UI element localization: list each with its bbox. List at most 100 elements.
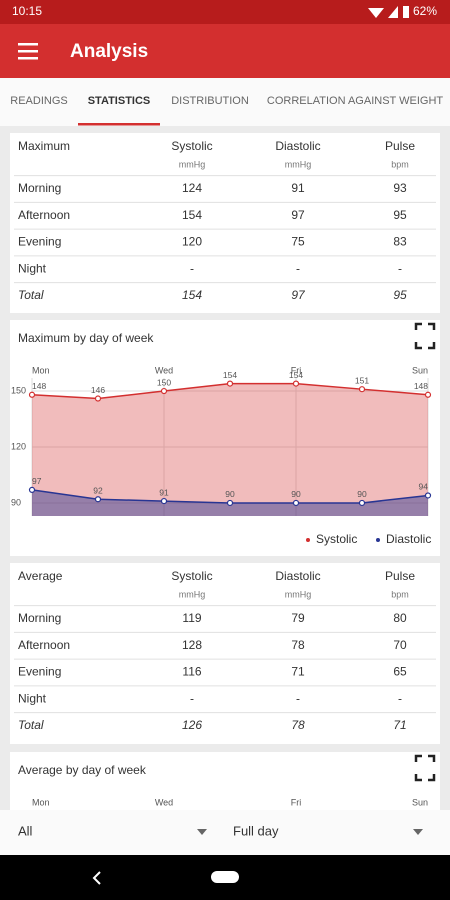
x-tick-label: Wed [155,797,173,807]
chart-title: Maximum by day of week [18,331,154,345]
legend-marker [306,538,310,542]
app-title: Analysis [70,41,148,62]
column-header: Systolic [171,139,212,153]
data-label: 154 [289,370,303,380]
column-header: Diastolic [275,569,320,583]
table-cell: 70 [393,638,407,652]
data-point [28,391,36,398]
dropdown-arrow[interactable] [197,829,207,835]
data-point [424,391,432,398]
column-unit: bpm [391,589,409,599]
tab[interactable]: DISTRIBUTION [171,95,249,107]
table-cell: 65 [393,665,407,679]
row-label: Afternoon [18,638,70,652]
column-header: Pulse [385,569,415,583]
row-label: Afternoon [18,208,70,222]
data-label: 146 [91,385,105,395]
data-point [358,499,366,507]
menu-line [18,50,38,53]
app-bar [0,24,450,78]
table-cell: 128 [182,638,202,652]
row-label: Night [18,691,47,705]
menu-icon[interactable] [18,43,38,60]
column-unit: mmHg [285,589,312,599]
table-cell: 71 [393,718,406,732]
filter-value[interactable]: All [18,823,33,838]
back-button[interactable] [92,871,101,885]
y-tick-label: 150 [11,385,26,395]
row-label: Morning [18,181,61,195]
legend-label: Diastolic [386,532,431,546]
data-label: 91 [159,487,169,497]
table-cell: 116 [182,665,201,679]
column-header: Average [18,569,63,583]
table-cell: 124 [182,181,202,195]
dropdown-arrow[interactable] [413,829,423,835]
data-label: 90 [291,489,301,499]
x-tick-label: Fri [291,797,302,807]
table-cell: 78 [291,638,305,652]
table-cell: 80 [393,611,407,625]
table-cell: 154 [182,208,202,222]
battery-icon [403,6,409,18]
y-tick-label: 120 [11,441,26,451]
status-time: 10:15 [12,4,42,18]
table-cell: 154 [182,288,202,302]
row-label: Night [18,261,47,275]
x-tick-label: Sun [412,365,428,375]
x-tick-label: Fri [291,365,302,375]
data-label: 154 [223,370,237,380]
x-tick-label: Sun [412,797,428,807]
table-cell: - [296,261,300,275]
tab[interactable]: CORRELATION AGAINST WEIGHT [267,95,444,107]
table-cell: 83 [393,235,407,249]
fullscreen-icon[interactable] [414,754,436,782]
data-label: 151 [355,375,369,385]
data-label: 150 [157,377,171,387]
menu-line [18,43,38,46]
data-point [292,380,300,387]
column-unit: mmHg [285,159,312,169]
status-battery: 62% [413,4,437,18]
content: Maximum Systolic Diastolic Pulse mmHg mmHg bpm… [10,133,440,822]
chart-title: Average by day of week [18,763,147,777]
filter-value[interactable]: Full day [233,823,279,838]
data-label: 148 [414,381,428,391]
fullscreen-icon[interactable] [414,322,436,350]
tab[interactable]: STATISTICS [88,95,151,107]
table-cell: 119 [182,611,201,625]
column-unit: bpm [391,159,409,169]
row-label: Total [18,288,44,302]
data-point [226,380,234,387]
table-cell: 95 [393,208,407,222]
tabs: READINGS STATISTICS DISTRIBUTION CORRELATIO… [10,95,443,126]
data-label: 90 [225,489,235,499]
table-cell: 93 [393,181,407,195]
table-cell: 97 [291,208,305,222]
average-card [10,563,440,744]
tab-indicator [78,123,160,126]
row-label: Evening [18,665,61,679]
home-button[interactable] [211,871,239,883]
data-point [160,387,168,395]
tab[interactable]: READINGS [10,95,67,107]
status-bar [0,0,450,24]
maximum-chart-card [10,320,440,556]
x-tick-label: Mon [32,365,50,375]
table-cell: 95 [393,288,407,302]
y-tick-label: 90 [11,497,21,507]
data-label: 92 [93,485,103,495]
column-header: Diastolic [275,139,320,153]
area-fill [32,383,428,516]
table-cell: 79 [291,611,305,625]
data-point [424,492,432,499]
table-cell: 91 [291,181,305,195]
column-header: Pulse [385,139,415,153]
legend-marker [376,538,380,542]
wifi-icon [368,8,384,18]
data-point [28,486,36,493]
table-cell: - [190,261,194,275]
row-label: Morning [18,611,61,625]
data-label: 90 [357,489,367,499]
